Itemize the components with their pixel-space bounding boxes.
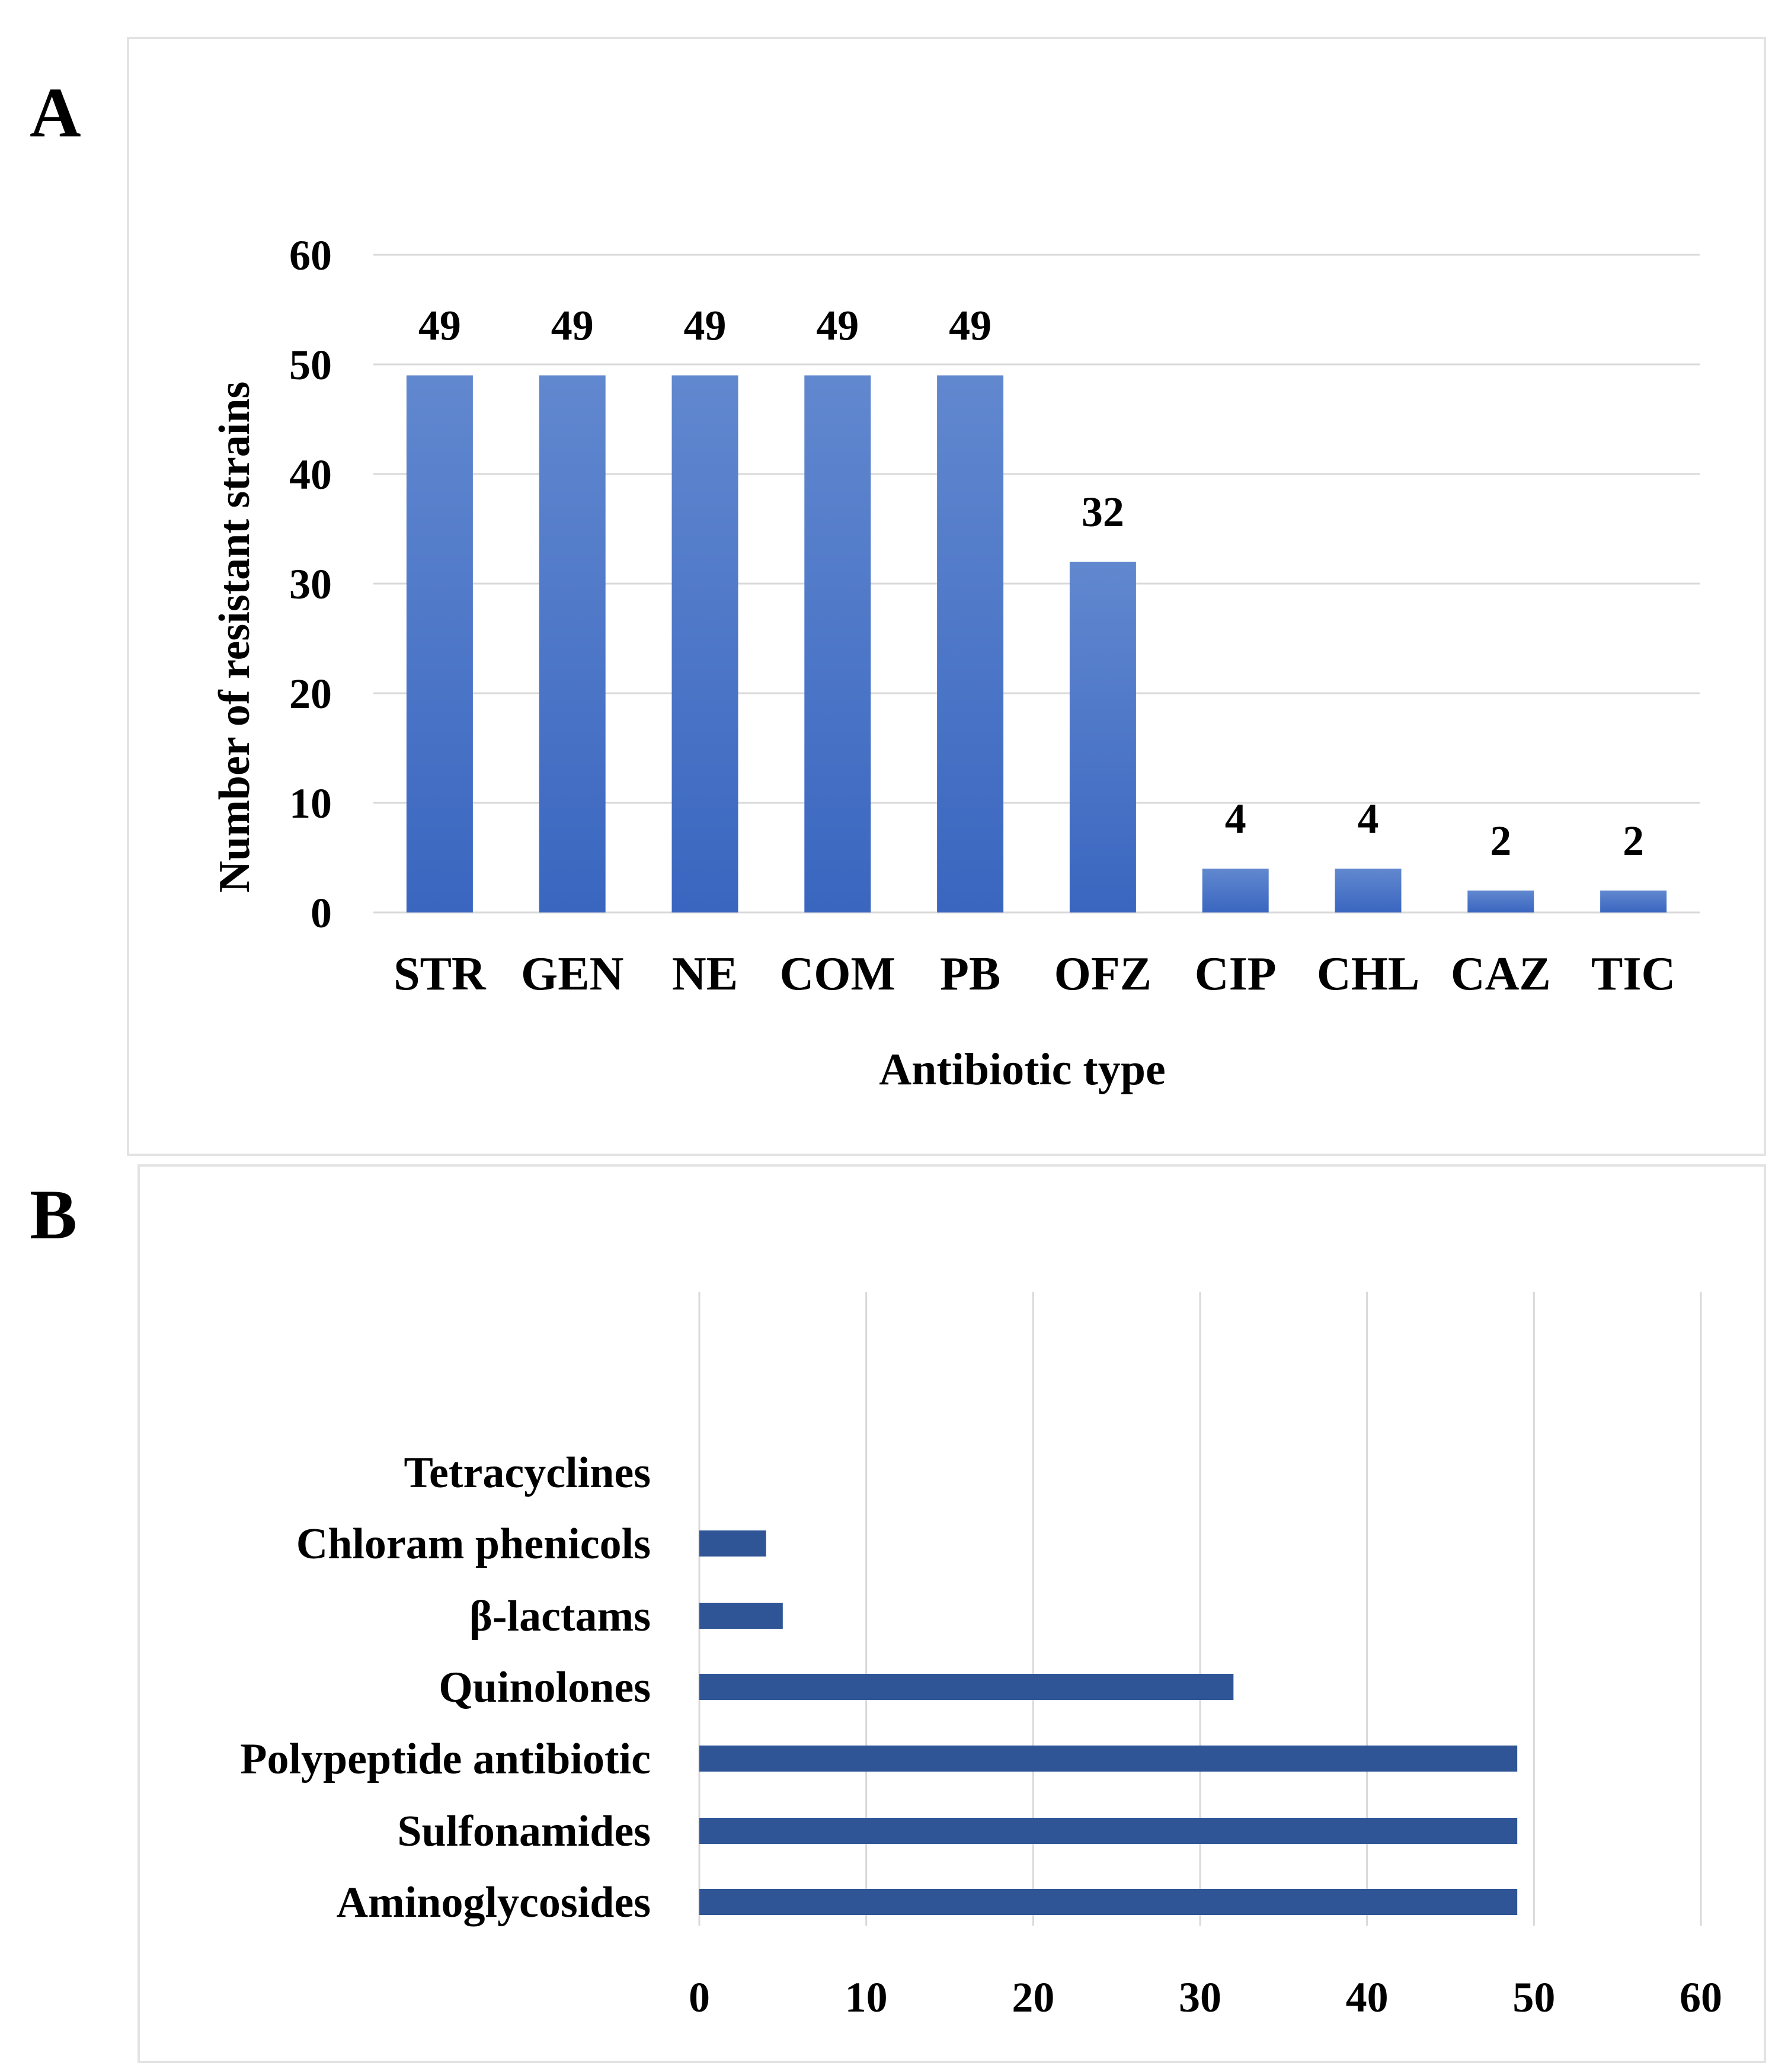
- panel-a-x-axis-title: Antibiotic type: [879, 1045, 1165, 1094]
- category-label-tetracyclines: Tetracyclines: [404, 1449, 651, 1497]
- panel-a-y-tick-label: 30: [289, 561, 332, 608]
- bar-gen: [539, 375, 606, 912]
- bar-pb: [937, 375, 1004, 912]
- category-label-caz: CAZ: [1451, 948, 1551, 1000]
- bar-cip: [1202, 869, 1269, 912]
- data-label-ne: 49: [684, 302, 727, 350]
- panel-a-frame: [127, 37, 1766, 1156]
- panel-a: A 0 10 20 30 40 50 60 49 49 49 49 49 32 4 4 2 2 STR GEN N…: [30, 37, 1766, 1156]
- panel-a-bars: [406, 375, 1667, 912]
- category-label-aminoglycosides: Aminoglycosides: [337, 1878, 651, 1927]
- bar-quinolones: [699, 1674, 1234, 1700]
- panel-a-y-tick-label: 50: [289, 341, 332, 389]
- panel-b-x-tick-label: 60: [1680, 1974, 1722, 2021]
- category-label-quinolones: Quinolones: [439, 1663, 651, 1712]
- panel-b-category-labels: Tetracyclines Chloram phenicols β-lactams Q…: [240, 1449, 651, 1927]
- category-label-pb: PB: [940, 948, 1000, 1000]
- category-label-lactams: β-lactams: [469, 1592, 651, 1641]
- category-label-ne: NE: [672, 948, 738, 1000]
- bar-sulfonamides: [699, 1818, 1518, 1844]
- bar-ofz: [1069, 562, 1136, 912]
- panel-b-x-tick-label: 0: [689, 1974, 710, 2021]
- panel-a-y-tick-label: 20: [289, 670, 332, 718]
- panel-a-data-labels: 49 49 49 49 49 32 4 4 2 2: [418, 302, 1644, 865]
- panel-b-x-tick-label: 20: [1012, 1974, 1054, 2021]
- bar-chloram-phenicols: [699, 1530, 766, 1557]
- panel-b-bars: [699, 1530, 1518, 1915]
- category-label-gen: GEN: [521, 948, 623, 1000]
- panel-b-letter: B: [30, 1175, 77, 1254]
- panel-a-y-axis-title: Number of resistant strains: [210, 382, 259, 893]
- panel-a-y-tick-labels: 0 10 20 30 40 50 60: [289, 232, 332, 937]
- data-label-chl: 4: [1358, 795, 1379, 843]
- panel-a-category-labels: STR GEN NE COM PB OFZ CIP CHL CAZ TIC: [394, 948, 1675, 1000]
- panel-b-frame: [137, 1164, 1766, 2063]
- bar-chl: [1335, 869, 1402, 912]
- bar-com: [804, 375, 871, 912]
- data-label-caz: 2: [1490, 817, 1511, 864]
- panel-b-x-tick-label: 50: [1512, 1974, 1555, 2021]
- panel-b-x-tick-label: 40: [1346, 1974, 1389, 2021]
- panel-a-y-tick-label: 0: [311, 889, 332, 937]
- panel-a-y-tick-label: 60: [289, 232, 332, 279]
- panel-b-x-tick-labels: 0 10 20 30 40 50 60: [689, 1974, 1722, 2021]
- panel-a-letter: A: [30, 73, 81, 152]
- bar-lactams: [699, 1603, 783, 1629]
- data-label-pb: 49: [949, 302, 991, 350]
- category-label-com: COM: [780, 948, 896, 1000]
- bar-ne: [671, 375, 738, 912]
- data-label-ofz: 32: [1082, 488, 1124, 536]
- data-label-cip: 4: [1225, 795, 1246, 843]
- category-label-chloram-phenicols: Chloram phenicols: [296, 1520, 651, 1568]
- data-label-tic: 2: [1623, 817, 1644, 864]
- panel-b-x-tick-label: 10: [845, 1974, 888, 2021]
- bar-str: [406, 375, 473, 912]
- category-label-tic: TIC: [1591, 948, 1675, 1000]
- data-label-str: 49: [418, 302, 461, 350]
- data-label-gen: 49: [551, 302, 594, 350]
- panel-b: B 0 10 20 30 40 50 60 Tetracyclines Chloram phe…: [30, 1164, 1766, 2063]
- bar-tic: [1600, 891, 1667, 912]
- category-label-ofz: OFZ: [1054, 948, 1152, 1000]
- category-label-chl: CHL: [1317, 948, 1419, 1000]
- category-label-cip: CIP: [1195, 948, 1277, 1000]
- data-label-com: 49: [816, 302, 859, 350]
- category-label-sulfonamides: Sulfonamides: [397, 1807, 651, 1856]
- bar-aminoglycosides: [699, 1889, 1518, 1915]
- bar-caz: [1467, 891, 1534, 912]
- panel-a-y-tick-label: 40: [289, 451, 332, 498]
- panel-a-y-tick-label: 10: [289, 780, 332, 827]
- category-label-str: STR: [394, 948, 487, 1000]
- bar-polypeptide-antibiotic: [699, 1746, 1518, 1772]
- category-label-polypeptide-antibiotic: Polypeptide antibiotic: [240, 1735, 651, 1783]
- panel-b-x-tick-label: 30: [1179, 1974, 1221, 2021]
